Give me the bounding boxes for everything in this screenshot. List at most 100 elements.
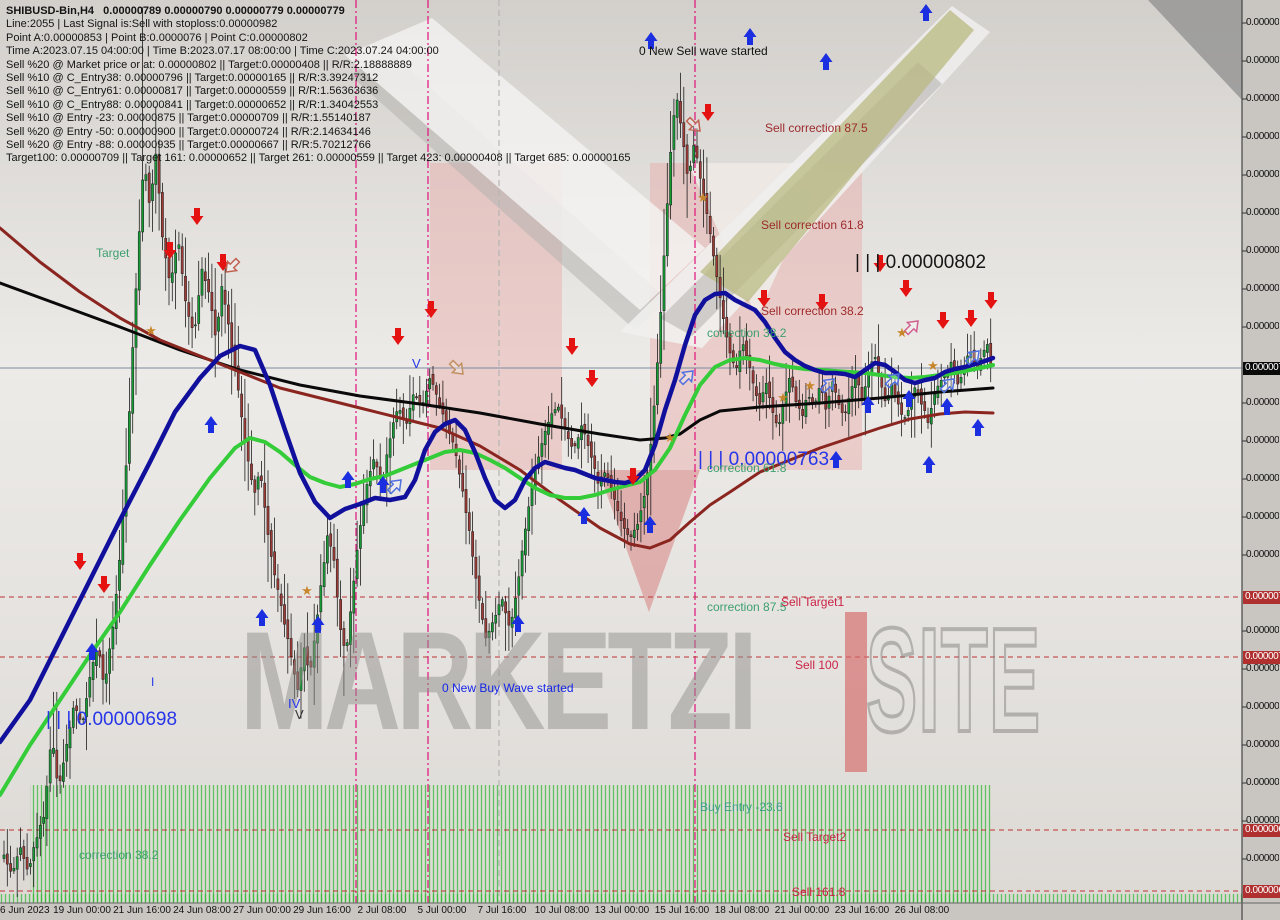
header-line: Time A:2023.07.15 04:00:00 | Time B:2023… — [6, 45, 439, 58]
star-icon: ★ — [804, 378, 816, 393]
candlesticks — [2, 7, 993, 897]
hollow-arrow-icon — [884, 373, 900, 389]
header-line: Sell %10 @ C_Entry61: 0.00000817 || Targ… — [6, 85, 379, 98]
time-axis-label: 16 Jun 2023 — [0, 905, 50, 916]
hollow-arrow-icon — [448, 359, 464, 375]
ma-mid-green-line — [0, 356, 995, 797]
hollow-arrow-icon — [903, 320, 919, 336]
price-axis-label: 0.00000668 — [1246, 815, 1279, 826]
header-line: Point A:0.00000853 | Point B:0.0000076 |… — [6, 31, 308, 44]
header-line: Target100: 0.00000709 || Target 161: 0.0… — [6, 152, 631, 165]
buy-arrow-icon — [861, 396, 875, 413]
header-line: Sell %20 @ Market price or at: 0.0000080… — [6, 58, 412, 71]
axis-tick-strip — [0, 894, 1242, 903]
star-icon: ★ — [697, 190, 709, 205]
time-axis-label: 2 Jul 08:00 — [357, 905, 407, 916]
hollow-arrow-icon — [225, 257, 241, 273]
price-axis-label: 0.00000826 — [1246, 169, 1279, 180]
price-axis-label: 0.00000733 — [1246, 549, 1279, 560]
hollow-arrow-icon — [964, 350, 980, 366]
sell-arrow-icon — [701, 104, 715, 121]
buy-arrow-icon — [829, 451, 843, 468]
time-axis-label: 7 Jul 16:00 — [477, 905, 527, 916]
price-axis-label: 0.00000808 — [1246, 245, 1279, 256]
buy-arrow-icon — [644, 32, 658, 49]
header-line: Line:2055 | Last Signal is:Sell with sto… — [6, 18, 278, 31]
sell-arrow-icon — [873, 255, 887, 272]
current-price-badge: 0.00000779 — [1243, 361, 1280, 375]
price-axis-label: 0.00000715 — [1246, 625, 1279, 636]
hollow-arrow-icon — [819, 378, 835, 394]
time-axis-label: 27 Jun 00:00 — [233, 905, 291, 916]
star-icon: ★ — [145, 323, 157, 338]
hollow-arrow-icon — [939, 378, 955, 394]
buy-arrow-icon — [511, 615, 525, 632]
sell-arrow-icon — [757, 290, 771, 307]
price-axis-label: 0.00000678 — [1246, 777, 1279, 788]
sell-arrow-icon — [585, 370, 599, 387]
time-axis-label: 21 Jul 00:00 — [774, 905, 830, 916]
price-axis-label: 0.00000845 — [1246, 93, 1279, 104]
buy-arrow-icon — [376, 476, 390, 493]
buy-arrow-icon — [204, 416, 218, 433]
price-axis-label: 0.00000761 — [1246, 435, 1279, 446]
time-axis-label: 29 Jun 16:00 — [293, 905, 351, 916]
sell-arrow-icon — [626, 468, 640, 485]
sell-level-price-badge: 0.00000652 — [1243, 884, 1280, 898]
sell-arrow-icon — [984, 292, 998, 309]
header-line: Sell %20 @ Entry -50: 0.00000900 || Targ… — [6, 125, 371, 138]
price-axis-label: 0.00000706 — [1246, 663, 1279, 674]
sell-arrow-icon — [391, 328, 405, 345]
buy-arrow-icon — [971, 419, 985, 436]
buy-entry-zone — [30, 785, 992, 903]
star-icon: ★ — [777, 390, 789, 405]
sell-level-price-badge: 0.00000667 — [1243, 823, 1280, 837]
time-axis-label: 26 Jul 08:00 — [894, 905, 950, 916]
sell-arrow-icon — [190, 208, 204, 225]
sell-arrow-icon — [815, 294, 829, 311]
sell-arrow-icon — [216, 254, 230, 271]
time-axis-label: 23 Jul 16:00 — [834, 905, 890, 916]
header-line: SHIBUSD-Bin,H4 0.00000789 0.00000790 0.0… — [6, 5, 345, 17]
sell-arrow-icon — [899, 280, 913, 297]
time-axis-label: 15 Jul 16:00 — [654, 905, 710, 916]
buy-arrow-icon — [919, 4, 933, 21]
star-icon: ★ — [664, 430, 676, 445]
sell-level-price-badge: 0.00000724 — [1243, 590, 1280, 604]
header-line: Sell %10 @ C_Entry88: 0.00000841 || Targ… — [6, 98, 379, 111]
price-axis-label: 0.00000696 — [1246, 701, 1279, 712]
price-axis-label: 0.00000752 — [1246, 473, 1279, 484]
watermark-sub-text: SITE — [865, 596, 1042, 765]
sell-arrow-icon — [565, 338, 579, 355]
hollow-arrow-icon — [685, 116, 701, 132]
buy-arrow-icon — [85, 643, 99, 660]
price-axis-label: 0.00000817 — [1246, 207, 1279, 218]
ma-fast-blue-line — [0, 290, 996, 745]
header-line: Sell %10 @ C_Entry38: 0.00000796 || Targ… — [6, 72, 379, 84]
header-line: Sell %20 @ Entry -88: 0.00000935 || Targ… — [6, 139, 371, 151]
time-axis-panel — [0, 903, 1242, 920]
time-axis-label: 21 Jun 16:00 — [113, 905, 171, 916]
price-axis-label: 0.00000863 — [1246, 17, 1279, 28]
watermark-logo-icon — [345, 0, 1242, 612]
price-axis-label: 0.00000770 — [1246, 397, 1279, 408]
hollow-arrow-icon — [678, 370, 694, 386]
time-axis-label: 10 Jul 08:00 — [534, 905, 590, 916]
sell-arrow-icon — [73, 553, 87, 570]
sell-arrow-icon — [97, 576, 111, 593]
buy-arrow-icon — [577, 507, 591, 524]
buy-arrow-icon — [743, 28, 757, 45]
time-axis-label: 5 Jul 00:00 — [417, 905, 467, 916]
price-axis-label: 0.00000798 — [1246, 283, 1279, 294]
sell-arrow-icon — [964, 310, 978, 327]
star-icon: ★ — [301, 583, 313, 598]
hollow-arrow-icon — [386, 479, 402, 495]
watermark-main-text: MARKETZI — [240, 602, 758, 759]
buy-arrow-icon — [643, 516, 657, 533]
price-axis-label: 0.00000789 — [1246, 321, 1279, 332]
price-axis-panel — [1242, 0, 1280, 920]
signal-markers: ★ ★ ★ ★ ★ ★ ★ ★ — [73, 4, 998, 660]
